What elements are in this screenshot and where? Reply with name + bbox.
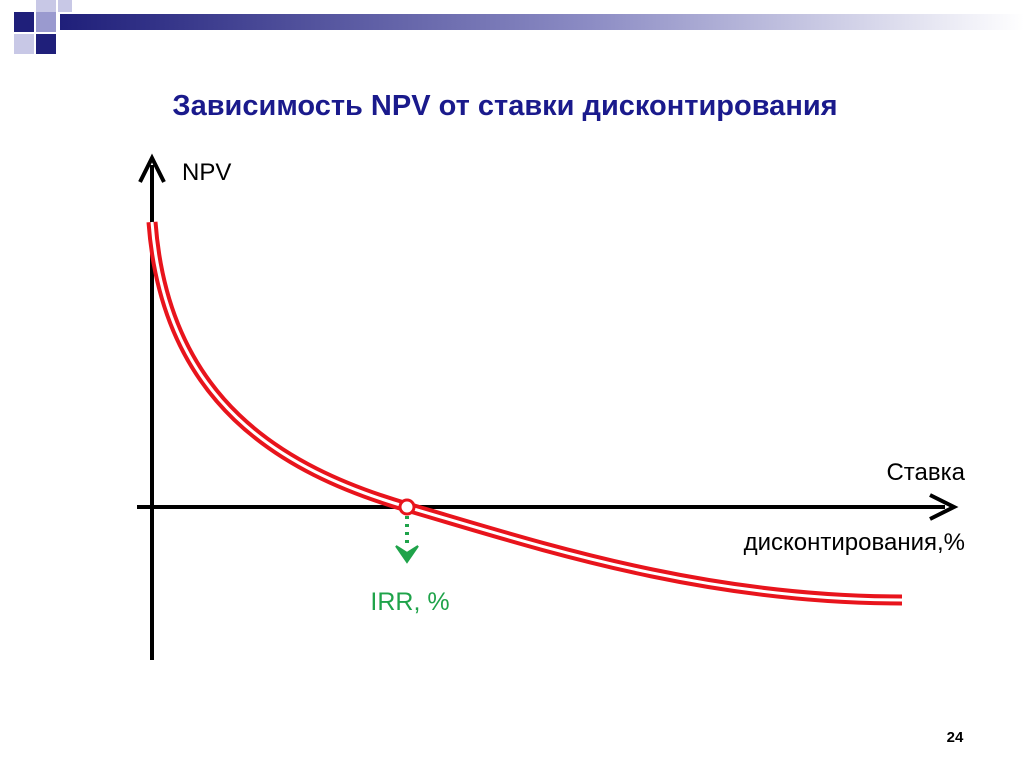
- irr-label: IRR, %: [370, 588, 449, 616]
- decoration: [14, 0, 1024, 54]
- x-axis-label: дисконтирования,%: [744, 529, 965, 556]
- irr-marker: [395, 498, 419, 564]
- x-axis-label: Ставка: [886, 459, 965, 486]
- title: Зависимость NPV от ставки дисконтировани…: [172, 90, 837, 122]
- page-number: 24: [947, 729, 964, 746]
- y-axis-label: NPV: [182, 159, 231, 186]
